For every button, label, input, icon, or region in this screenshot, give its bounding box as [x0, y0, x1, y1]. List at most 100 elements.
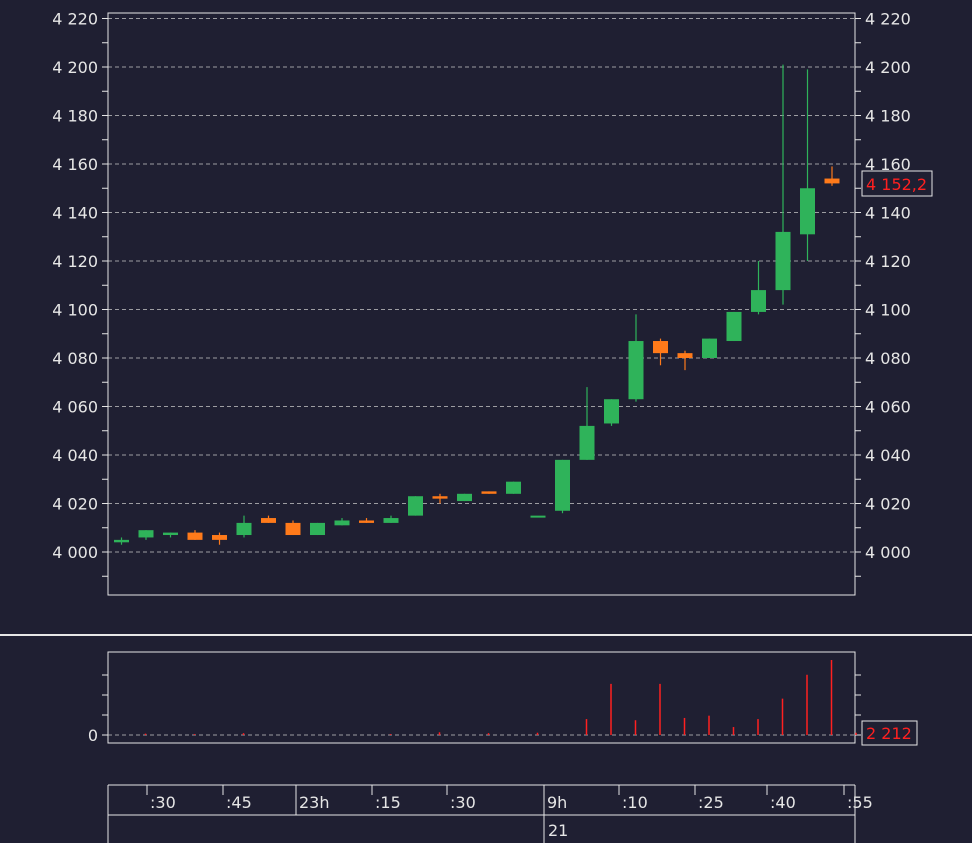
volume-plot-area[interactable] [107, 651, 856, 744]
candle-body [628, 341, 644, 400]
volume-tick-label: 0 [88, 726, 98, 745]
volume-axis-left: 0 [88, 674, 108, 745]
candle [555, 459, 570, 514]
time-axis[interactable]: 21 :30:45 23h:15:30 9h:10:25:40:55 [107, 784, 873, 843]
price-grid [108, 18, 855, 553]
time-tick-label: :25 [698, 793, 724, 812]
candle-body [359, 520, 374, 523]
time-tick-label: :30 [450, 793, 476, 812]
price-tick-label-right: 4 100 [865, 301, 911, 320]
candle-body [138, 530, 154, 538]
candle-body [163, 532, 178, 536]
price-tick-label-right: 4 040 [865, 446, 911, 465]
candle [481, 491, 497, 494]
volume-axis-right [855, 674, 861, 736]
candle [187, 530, 203, 540]
candle [579, 387, 595, 460]
candle [702, 338, 717, 358]
candle [261, 515, 276, 523]
candle-body [555, 459, 570, 511]
candle [751, 261, 766, 315]
candle [530, 515, 546, 518]
candle-body [432, 496, 448, 499]
price-tick-label-right: 4 180 [865, 107, 911, 126]
price-axis-right: 4 000 4 020 4 040 4 060 4 080 4 100 4 120 4 140… [855, 10, 911, 577]
price-plot-area[interactable] [107, 12, 856, 596]
price-tick-label-right: 4 200 [865, 58, 911, 77]
price-tick-label-left: 4 200 [52, 58, 98, 77]
price-tick-label-left: 4 180 [52, 107, 98, 126]
price-tick-label-left: 4 100 [52, 301, 98, 320]
candle-body [481, 491, 497, 494]
time-tick-label: :30 [150, 793, 176, 812]
price-tick-label-right: 4 160 [865, 155, 911, 174]
candle-body [751, 290, 766, 312]
price-tick-label-left: 4 140 [52, 204, 98, 223]
price-tick-label-left: 4 020 [52, 495, 98, 514]
price-tick-label-left: 4 040 [52, 446, 98, 465]
candle [677, 350, 693, 371]
candle-body [383, 518, 399, 523]
candle-body [604, 399, 619, 424]
candle [653, 338, 668, 366]
candle [310, 522, 325, 536]
candle [285, 520, 301, 536]
candle [726, 311, 742, 342]
candle-body [677, 353, 693, 358]
price-tick-label-left: 4 160 [52, 155, 98, 174]
candle-body [824, 178, 840, 184]
price-tick-label-right: 4 140 [865, 204, 911, 223]
candle-body [653, 341, 668, 354]
time-tick-label: :55 [847, 793, 873, 812]
candle-body [212, 535, 227, 540]
price-tick-label-left: 4 060 [52, 398, 98, 417]
candle-body [457, 493, 472, 502]
last-volume-label: 2 212 [866, 724, 912, 743]
candle [604, 399, 619, 426]
candle [383, 515, 399, 523]
time-tick-label: :45 [226, 793, 252, 812]
price-tick-label-left: 4 220 [52, 10, 98, 29]
candle [236, 515, 252, 538]
time-tick-label: :40 [770, 793, 796, 812]
candle [824, 166, 840, 186]
candle-body [506, 481, 521, 494]
price-axis-left: 4 000 4 020 4 040 4 060 4 080 4 100 4 120 4 140… [52, 10, 108, 577]
candle [114, 537, 129, 545]
candlestick-series [114, 64, 840, 545]
candle-body [702, 338, 717, 358]
candle [628, 314, 644, 402]
price-tick-label-right: 4 080 [865, 349, 911, 368]
time-tick-label: 9h [547, 793, 567, 812]
candle-body [775, 231, 791, 291]
date-label: 21 [548, 821, 568, 840]
candle-body [726, 311, 742, 342]
price-tick-label-right: 4 000 [865, 543, 911, 562]
candle-body [408, 496, 423, 516]
candle [432, 493, 448, 504]
candle-body [236, 522, 252, 536]
candle-body [800, 188, 815, 235]
candle-body [285, 522, 301, 536]
price-tick-label-right: 4 120 [865, 252, 911, 271]
time-ticks: :30:45 23h:15:30 9h:10:25:40:55 [146, 785, 873, 815]
candle-body [334, 520, 350, 526]
candle [334, 518, 350, 526]
time-tick-label: 23h [299, 793, 330, 812]
candle [408, 496, 423, 516]
last-volume-badge: 2 212 [861, 720, 918, 746]
price-tick-label-right: 4 220 [865, 10, 911, 29]
volume-series [144, 660, 857, 735]
candle-body [530, 515, 546, 518]
candle [212, 532, 227, 545]
candle-body [310, 522, 325, 536]
candle [359, 518, 374, 523]
time-tick-label: :10 [622, 793, 648, 812]
candle [775, 64, 791, 305]
price-tick-label-left: 4 000 [52, 543, 98, 562]
candle-body [114, 539, 129, 543]
candle-body [579, 425, 595, 460]
candle-body [261, 518, 276, 523]
price-tick-label-right: 4 020 [865, 495, 911, 514]
